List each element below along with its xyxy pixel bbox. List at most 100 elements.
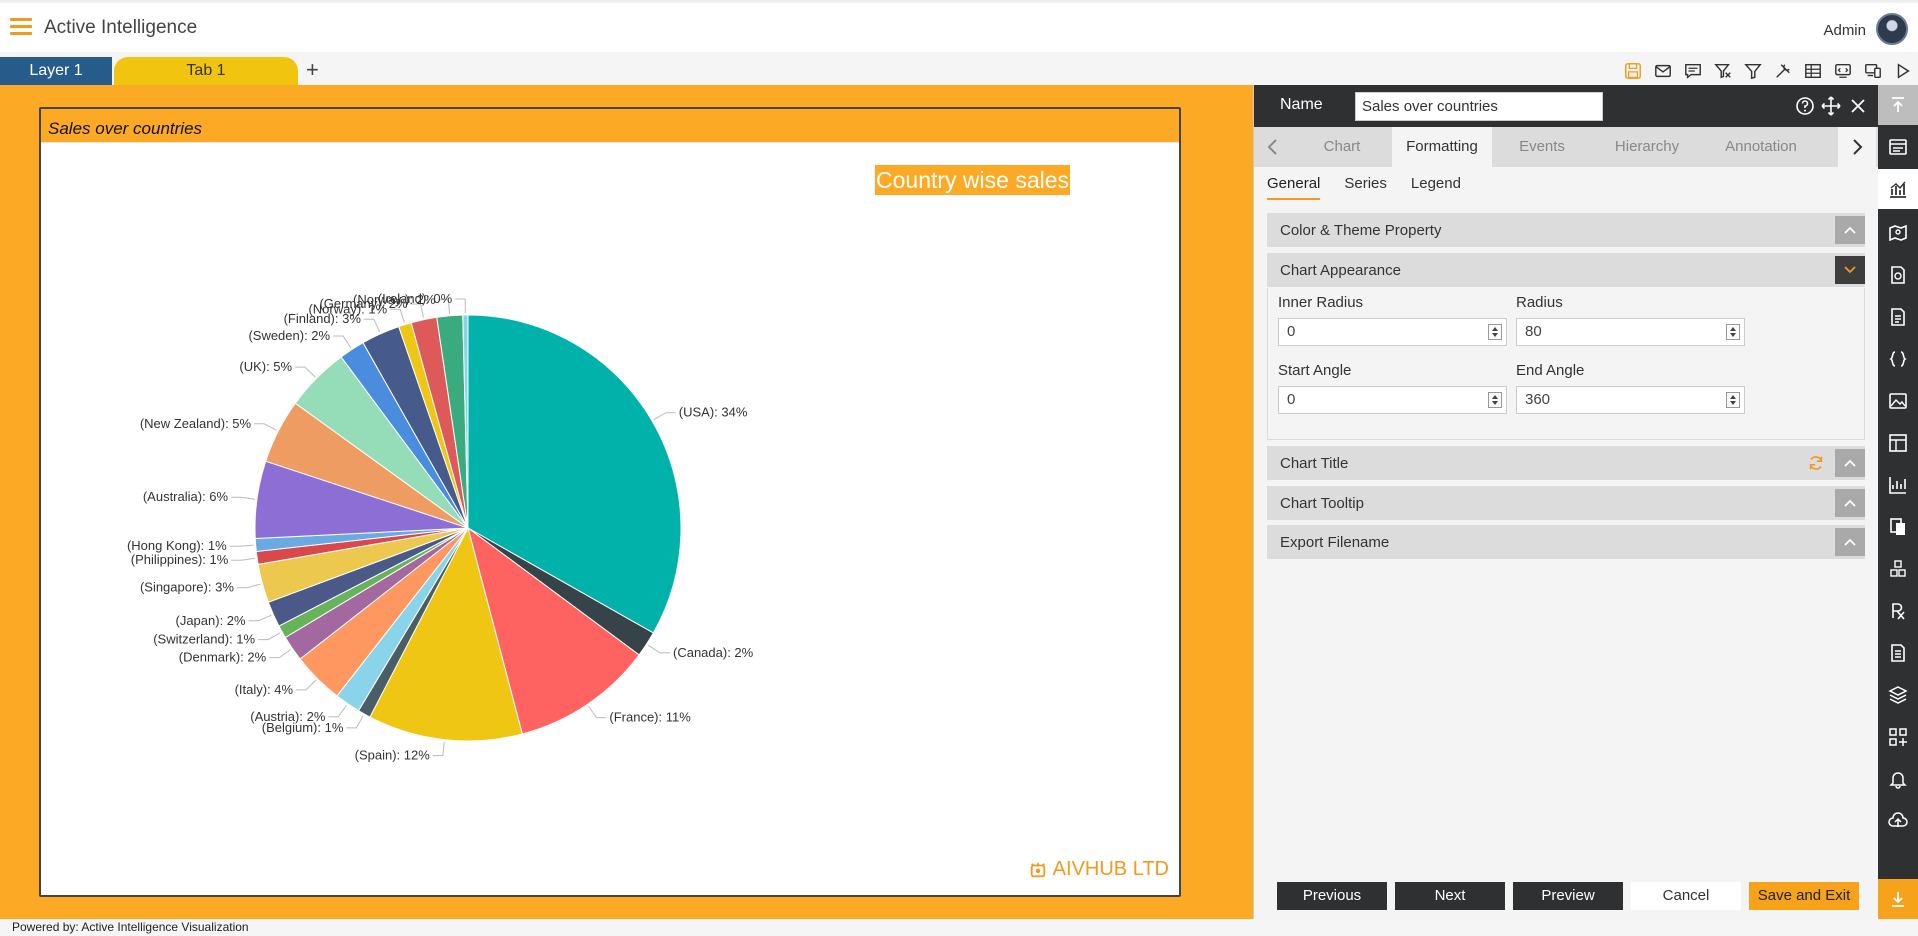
widget-name-input[interactable] [1355, 92, 1603, 121]
preview-button[interactable]: Preview [1513, 882, 1623, 910]
add-tab-button[interactable]: + [306, 57, 319, 82]
tools-icon[interactable] [1772, 60, 1794, 82]
chevron-down-icon[interactable] [1835, 256, 1865, 284]
copy-icon[interactable] [1878, 507, 1918, 547]
label-connector [231, 496, 256, 500]
section-chart-tooltip[interactable]: Chart Tooltip [1267, 486, 1865, 520]
pie-data-label: (Spain): 12% [355, 748, 431, 763]
collapse-bottom-icon[interactable] [1878, 879, 1918, 919]
layer-tab[interactable]: Layer 1 [0, 57, 112, 85]
section-color-theme[interactable]: Color & Theme Property [1267, 213, 1865, 247]
pie-slice[interactable] [369, 526, 523, 742]
report-icon[interactable] [1878, 255, 1918, 295]
pie-data-label: (Ireland): 0% [378, 291, 453, 306]
chevron-up-icon[interactable] [1835, 216, 1865, 244]
pie-data-label: (Hong Kong): 1% [127, 538, 227, 553]
collapse-top-icon[interactable] [1878, 85, 1918, 125]
label-connector [328, 705, 347, 718]
upload-icon[interactable] [1878, 801, 1918, 841]
play-icon[interactable] [1892, 60, 1914, 82]
subtab-series[interactable]: Series [1344, 175, 1387, 192]
label-connector [346, 715, 364, 729]
filter-icon[interactable] [1742, 60, 1764, 82]
cancel-button[interactable]: Cancel [1631, 882, 1741, 910]
pie-slice[interactable] [462, 314, 469, 529]
tab-formatting[interactable]: Formatting [1392, 127, 1492, 167]
tab-events[interactable]: Events [1519, 138, 1565, 155]
mail-icon[interactable] [1652, 60, 1674, 82]
pie-labels: (USA): 34% (Canada): 2% (France): 11% (Spai… [127, 291, 754, 763]
notes-icon[interactable] [1878, 633, 1918, 673]
save-icon[interactable] [1622, 60, 1644, 82]
tabs-next-icon[interactable] [1838, 127, 1876, 167]
label-connector [438, 299, 451, 314]
end-angle-value: 360 [1525, 391, 1551, 408]
pie-chart: (USA): 34% (Canada): 2% (France): 11% (Spai… [127, 291, 754, 763]
pie-data-label: (Denmark): 2% [179, 650, 267, 665]
document-icon[interactable] [1878, 297, 1918, 337]
map-icon[interactable] [1878, 213, 1918, 253]
help-icon[interactable] [1795, 96, 1815, 116]
spinner-icon[interactable] [1488, 392, 1502, 408]
avatar[interactable] [1876, 13, 1908, 45]
spinner-icon[interactable] [1488, 324, 1502, 340]
properties-icon[interactable] [1878, 127, 1918, 167]
move-icon[interactable] [1821, 96, 1841, 116]
subtab-general[interactable]: General [1267, 175, 1321, 200]
pie-data-label: (Sweden): 2% [248, 328, 330, 343]
embed-icon[interactable] [1832, 60, 1854, 82]
section-export-filename[interactable]: Export Filename [1267, 525, 1865, 559]
analytics-icon[interactable] [1878, 465, 1918, 505]
clear-filter-icon[interactable] [1712, 60, 1734, 82]
menu-icon[interactable] [10, 18, 32, 36]
top-bar: Active Intelligence Admin [0, 0, 1918, 52]
tab-annotation[interactable]: Annotation [1725, 138, 1797, 155]
code-icon[interactable] [1878, 339, 1918, 379]
chevron-up-icon[interactable] [1835, 489, 1865, 517]
end-angle-input[interactable]: 360 [1516, 386, 1745, 414]
comment-icon[interactable] [1682, 60, 1704, 82]
inner-radius-input[interactable]: 0 [1278, 318, 1507, 346]
refresh-icon[interactable] [1807, 454, 1825, 472]
tab-chart[interactable]: Chart [1323, 138, 1361, 155]
spinner-icon[interactable] [1726, 392, 1740, 408]
table-icon[interactable] [1802, 60, 1824, 82]
subtab-legend[interactable]: Legend [1410, 175, 1461, 192]
name-label: Name [1280, 96, 1323, 113]
start-angle-label: Start Angle [1278, 362, 1352, 379]
user-name[interactable]: Admin [1823, 22, 1866, 39]
tabs-prev-icon[interactable] [1254, 127, 1292, 167]
pie-slice[interactable] [467, 526, 640, 735]
chart-icon[interactable] [1878, 169, 1918, 209]
start-angle-input[interactable]: 0 [1278, 386, 1507, 414]
cubes-icon[interactable] [1878, 549, 1918, 589]
devices-icon[interactable] [1862, 60, 1884, 82]
next-button[interactable]: Next [1395, 882, 1505, 910]
label-connector [653, 412, 676, 421]
section-chart-appearance[interactable]: Chart Appearance [1267, 253, 1865, 287]
section-label: Chart Tooltip [1280, 495, 1364, 512]
spinner-icon[interactable] [1726, 324, 1740, 340]
layout-icon[interactable] [1878, 423, 1918, 463]
section-chart-title[interactable]: Chart Title [1267, 446, 1865, 480]
sheet-tab[interactable]: Tab 1 [114, 57, 298, 85]
label-connector [432, 741, 445, 757]
chevron-up-icon[interactable] [1835, 528, 1865, 556]
previous-button[interactable]: Previous [1277, 882, 1387, 910]
tab-hierarchy[interactable]: Hierarchy [1614, 138, 1680, 155]
add-widget-icon[interactable] [1878, 717, 1918, 757]
layers-icon[interactable] [1878, 675, 1918, 715]
radius-input[interactable]: 80 [1516, 318, 1745, 346]
properties-panel: Name Chart Formatting Events Hierarchy A… [1253, 85, 1879, 919]
close-icon[interactable] [1848, 96, 1868, 116]
alert-icon[interactable] [1878, 759, 1918, 799]
status-bar: Powered by: Active Intelligence Visualiz… [0, 919, 1918, 936]
chart-widget[interactable]: Sales over countries (USA): 34% (Canada):… [39, 107, 1181, 897]
pie-slice[interactable] [467, 314, 682, 634]
pie-data-label: (UK): 5% [239, 359, 292, 374]
image-icon[interactable] [1878, 381, 1918, 421]
radius-value: 80 [1525, 323, 1542, 340]
save-exit-button[interactable]: Save and Exit [1749, 882, 1859, 910]
formula-icon[interactable] [1878, 591, 1918, 631]
chevron-up-icon[interactable] [1835, 449, 1865, 477]
